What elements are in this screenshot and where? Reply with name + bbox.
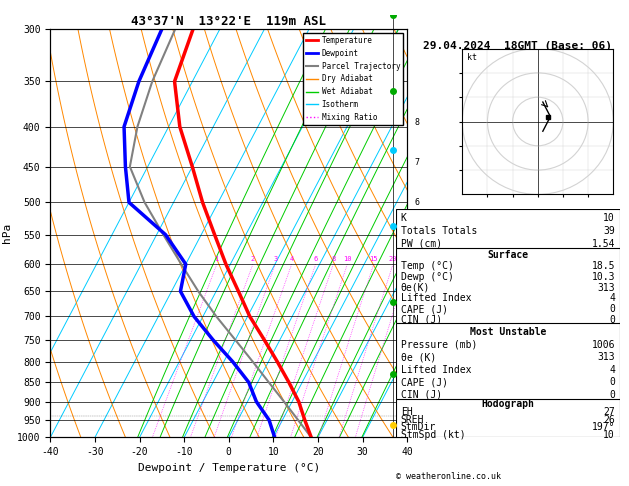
Text: 10: 10 <box>603 213 615 223</box>
Text: θe(K): θe(K) <box>401 283 430 293</box>
FancyBboxPatch shape <box>396 323 620 399</box>
Text: CIN (J): CIN (J) <box>401 390 442 400</box>
Text: 3: 3 <box>273 256 277 262</box>
Text: 10.3: 10.3 <box>592 272 615 282</box>
Text: StmSpd (kt): StmSpd (kt) <box>401 430 465 440</box>
Text: 2: 2 <box>415 358 420 366</box>
Text: θe (K): θe (K) <box>401 352 436 362</box>
Text: 6: 6 <box>415 198 420 207</box>
Text: 7: 7 <box>415 158 420 167</box>
Text: 1: 1 <box>415 398 420 406</box>
Text: 4: 4 <box>415 278 420 287</box>
Text: Dewp (°C): Dewp (°C) <box>401 272 454 282</box>
Text: 1.54: 1.54 <box>592 239 615 249</box>
Text: 8: 8 <box>415 118 420 127</box>
Text: 5: 5 <box>415 238 420 247</box>
Text: Temp (°C): Temp (°C) <box>401 261 454 271</box>
Text: 0: 0 <box>610 304 615 314</box>
Text: 4: 4 <box>610 294 615 303</box>
X-axis label: Dewpoint / Temperature (°C): Dewpoint / Temperature (°C) <box>138 463 320 473</box>
Text: Totals Totals: Totals Totals <box>401 226 477 236</box>
Text: Pressure (mb): Pressure (mb) <box>401 340 477 349</box>
Text: 197°: 197° <box>592 422 615 432</box>
Text: CAPE (J): CAPE (J) <box>401 377 448 387</box>
Text: 10: 10 <box>343 256 352 262</box>
Text: © weatheronline.co.uk: © weatheronline.co.uk <box>396 472 501 481</box>
Text: 27: 27 <box>603 407 615 417</box>
Text: EH: EH <box>401 407 413 417</box>
Text: 0: 0 <box>610 390 615 400</box>
Text: 3: 3 <box>415 318 420 327</box>
Text: 4: 4 <box>610 364 615 375</box>
Text: Most Unstable: Most Unstable <box>470 327 546 337</box>
Legend: Temperature, Dewpoint, Parcel Trajectory, Dry Adiabat, Wet Adiabat, Isotherm, Mi: Temperature, Dewpoint, Parcel Trajectory… <box>303 33 403 125</box>
Text: 18.5: 18.5 <box>592 261 615 271</box>
Text: 4: 4 <box>289 256 294 262</box>
Text: 26: 26 <box>603 415 615 424</box>
Text: Lifted Index: Lifted Index <box>401 294 471 303</box>
Text: 0: 0 <box>610 377 615 387</box>
Y-axis label: hPa: hPa <box>1 223 11 243</box>
Text: 313: 313 <box>598 283 615 293</box>
Text: Surface: Surface <box>487 250 528 260</box>
Text: 2: 2 <box>251 256 255 262</box>
Text: 8: 8 <box>331 256 335 262</box>
Text: K: K <box>401 213 406 223</box>
Text: 1006: 1006 <box>592 340 615 349</box>
Text: 20: 20 <box>389 256 397 262</box>
Text: PW (cm): PW (cm) <box>401 239 442 249</box>
Text: 10: 10 <box>603 430 615 440</box>
Text: 1: 1 <box>214 256 219 262</box>
FancyBboxPatch shape <box>396 209 620 248</box>
Text: 39: 39 <box>603 226 615 236</box>
Text: 313: 313 <box>598 352 615 362</box>
Text: CIN (J): CIN (J) <box>401 315 442 325</box>
Text: 15: 15 <box>369 256 378 262</box>
Text: CAPE (J): CAPE (J) <box>401 304 448 314</box>
Text: LCL: LCL <box>411 412 426 421</box>
FancyBboxPatch shape <box>396 399 620 437</box>
Text: Lifted Index: Lifted Index <box>401 364 471 375</box>
Text: kt: kt <box>467 53 477 63</box>
Title: 43°37'N  13°22'E  119m ASL: 43°37'N 13°22'E 119m ASL <box>131 15 326 28</box>
Text: Hodograph: Hodograph <box>481 399 535 409</box>
Text: SREH: SREH <box>401 415 424 424</box>
Text: StmDir: StmDir <box>401 422 436 432</box>
FancyBboxPatch shape <box>396 248 620 323</box>
Text: 29.04.2024  18GMT (Base: 06): 29.04.2024 18GMT (Base: 06) <box>423 41 612 52</box>
Text: 0: 0 <box>610 315 615 325</box>
Text: 6: 6 <box>313 256 318 262</box>
